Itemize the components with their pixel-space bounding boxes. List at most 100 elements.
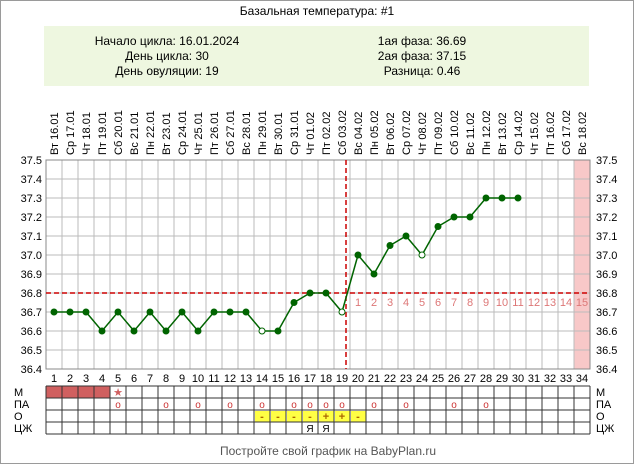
row-label-left: ПА [14,399,30,411]
date-tick-label: Сб 20.01 [113,110,125,155]
day-number-label: 3 [83,373,89,385]
date-tick-label: Ср 17.01 [65,110,77,155]
date-tick-label: Чт 18.01 [81,112,93,155]
phase2-day-number: 13 [544,297,556,309]
mucus-mark: Я [306,424,313,435]
day-number-label: 18 [320,373,332,385]
date-tick-label: Пт 09.02 [433,111,445,155]
y-tick-label-left: 37.3 [21,193,42,205]
mucus-mark: Я [322,424,329,435]
date-tick-label: Ср 14.02 [513,110,525,155]
day-number-label: 26 [448,373,460,385]
day-number-label: 10 [192,373,204,385]
date-tick-label: Вт 13.02 [497,112,509,155]
ovulation-test-mark: - [292,411,296,423]
date-tick-label: Вт 23.01 [161,112,173,155]
y-tick-label-right: 37.0 [596,250,617,262]
day-number-label: 16 [288,373,300,385]
temperature-point [82,308,90,316]
temperature-point [322,289,330,297]
y-tick-label-right: 36.5 [596,345,617,357]
y-tick-label-left: 37.4 [21,174,42,186]
y-tick-label-right: 37.1 [596,231,617,243]
phase2-day-number: 11 [512,297,523,309]
y-tick-label-left: 37.1 [21,231,42,243]
phase2-day-number: 7 [451,297,457,309]
day-number-label: 14 [256,373,268,385]
row-label-right: ПА [596,399,612,411]
date-tick-label: Ср 07.02 [401,110,413,155]
intercourse-mark: o [259,400,265,411]
day-number-label: 19 [336,373,348,385]
date-tick-label: Сб 03.02 [337,110,349,155]
day-number-label: 5 [115,373,121,385]
date-tick-label: Пт 02.02 [321,111,333,155]
intercourse-mark: o [227,400,233,411]
day-number-label: 28 [480,373,492,385]
date-tick-label: Чт 15.02 [529,112,541,155]
day-number-label: 2 [67,373,73,385]
day-number-label: 15 [272,373,284,385]
temperature-point [162,327,170,335]
menses-cell [94,386,110,398]
info-ovulation-day: День овуляции: 19 [115,64,219,78]
date-tick-label: Пн 12.02 [481,110,493,155]
menses-star-mark: ★ [113,387,123,399]
y-tick-label-left: 37.5 [21,155,42,167]
date-tick-label: Вс 28.01 [241,112,253,155]
ovulation-test-mark: - [260,411,264,423]
day-number-label: 25 [432,373,444,385]
temperature-point [258,327,266,335]
intercourse-mark: o [291,400,297,411]
symptom-rows: М МПА ПАО ОЦЖ ЦЖ★o o o o o o o o o o o o o- - - - + + -Я Я [14,385,614,435]
phase2-day-number: 5 [419,297,425,309]
day-number-label: 27 [464,373,476,385]
date-tick-label: Вс 04.02 [353,112,365,155]
intercourse-mark: o [115,400,121,411]
temperature-point [402,232,410,240]
day-number-label: 23 [400,373,412,385]
ovulation-test-cell [351,411,366,422]
day-number-label: 11 [208,373,219,385]
ovulation-test-cell [303,411,318,422]
day-number-label: 9 [179,373,185,385]
temperature-point [274,327,282,335]
y-tick-label-left: 36.6 [21,326,42,338]
temperature-point [290,299,298,306]
temperature-series [50,194,522,335]
ovulation-test-mark: + [323,411,329,423]
y-tick-label-right: 37.4 [596,174,617,186]
date-tick-label: Пт 16.02 [545,111,557,155]
day-number-label: 21 [368,373,380,385]
phase2-day-number: 6 [435,297,441,309]
menses-cell [46,386,62,398]
day-number-label: 34 [576,373,588,385]
day-number-label: 1 [51,373,57,385]
date-tick-label: Ср 31.01 [289,110,301,155]
y-tick-label-right: 37.3 [596,193,617,205]
phase2-day-number: 1 [355,297,361,309]
temperature-point [466,213,474,221]
date-labels: Вт 16.01 Ср 17.01 Чт 18.01 Пт 19.01 Сб 20.01… [49,110,589,155]
date-tick-label: Пт 19.01 [97,111,109,155]
day-number-label: 30 [512,373,524,385]
temperature-point [434,223,442,230]
temperature-point [194,327,202,335]
ovulation-test-cell [335,411,350,422]
phase2-day-number: 9 [483,297,489,309]
phase2-day-number: 8 [467,297,473,309]
ovulation-test-cell [255,411,270,422]
ovulation-test-cell [319,411,334,422]
y-tick-label-left: 36.9 [21,269,42,281]
row-label-left: М [14,387,23,399]
ovulation-test-mark: - [276,411,280,423]
day-number-label: 17 [304,373,316,385]
phase2-day-number: 3 [387,297,393,309]
intercourse-mark: o [451,400,457,411]
phase2-day-number: 2 [371,297,377,309]
y-tick-label-left: 37.0 [21,250,42,262]
date-tick-label: Вс 11.02 [465,112,477,155]
temperature-point [50,308,58,316]
ovulation-test-cell [287,411,302,422]
